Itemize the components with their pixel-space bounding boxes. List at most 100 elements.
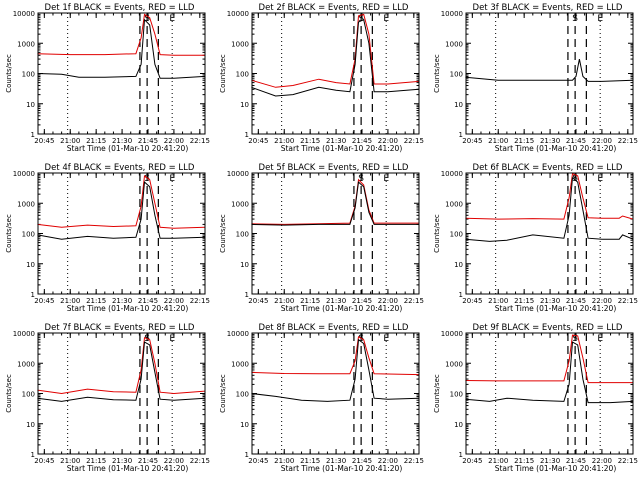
x-axis-label: Start Time (01-Mar-10 20:41:20) [67, 304, 189, 313]
panel-title: Det 2f BLACK = Events, RED = LLD [259, 3, 409, 13]
y-tick-label: 100 [450, 231, 463, 239]
events-series-line [465, 59, 634, 82]
y-tick-label: 1 [459, 291, 463, 299]
y-tick-label: 10 [240, 101, 249, 109]
y-tick-label: 10 [26, 421, 35, 429]
x-tick-label: 21:00 [488, 457, 508, 465]
x-axis-label: Start Time (01-Mar-10 20:41:20) [281, 144, 403, 153]
lld-series-line [465, 334, 633, 384]
panel-title: Det 1f BLACK = Events, RED = LLD [45, 3, 195, 13]
y-tick-label: 1 [245, 291, 249, 299]
time-marker-label: S [144, 14, 150, 24]
events-series-line [37, 341, 206, 402]
x-tick-label: 21:15 [86, 457, 106, 465]
x-tick-label: 21:45 [138, 457, 158, 465]
x-tick-label: 21:15 [86, 137, 106, 145]
y-tick-label: 100 [450, 391, 463, 399]
x-axis-label: Start Time (01-Mar-10 20:41:20) [495, 304, 617, 313]
time-marker-label: E [383, 174, 389, 184]
y-tick-label: 1 [459, 131, 463, 139]
x-tick-label: 21:45 [352, 297, 372, 305]
x-tick-label: 22:00 [592, 297, 612, 305]
y-tick-label: 1000 [445, 200, 463, 208]
events-series-line [251, 181, 419, 226]
y-tick-label: 10000 [441, 330, 463, 338]
x-tick-label: 21:45 [138, 137, 158, 145]
y-tick-label: 1 [245, 451, 249, 459]
detector-panel: Det 3f BLACK = Events, RED = LLD 1 10 100 10… [433, 3, 638, 153]
y-tick-label: 10000 [227, 170, 249, 178]
y-tick-label: 1 [245, 131, 249, 139]
x-tick-label: 22:00 [164, 137, 184, 145]
y-tick-label: 100 [236, 231, 249, 239]
x-tick-label: 22:00 [592, 137, 612, 145]
time-marker-label: E [169, 174, 175, 184]
y-tick-label: 1 [31, 291, 35, 299]
y-tick-label: 100 [22, 71, 35, 79]
time-marker-label: E [383, 334, 389, 344]
y-tick-label: 1 [459, 451, 463, 459]
x-axis-label: Start Time (01-Mar-10 20:41:20) [495, 144, 617, 153]
x-tick-label: 21:30 [112, 457, 132, 465]
y-tick-label: 100 [236, 391, 249, 399]
y-tick-label: 1000 [231, 40, 249, 48]
lld-series-line [251, 178, 419, 225]
x-tick-label: 22:00 [378, 137, 398, 145]
y-tick-label: 1000 [231, 360, 249, 368]
events-series-line [465, 341, 634, 404]
y-tick-label: 10000 [227, 10, 249, 18]
time-marker-label: S [572, 14, 578, 24]
x-tick-label: 21:30 [112, 137, 132, 145]
x-tick-label: 21:00 [274, 457, 294, 465]
x-tick-label: 21:30 [112, 297, 132, 305]
y-tick-label: 1000 [445, 40, 463, 48]
y-axis-label: Counts/sec [433, 54, 441, 93]
time-marker-label: E [597, 174, 603, 184]
x-tick-label: 22:15 [404, 137, 424, 145]
y-tick-label: 1 [31, 451, 35, 459]
x-tick-label: 22:15 [618, 457, 638, 465]
x-axis-label: Start Time (01-Mar-10 20:41:20) [67, 464, 189, 473]
y-axis-label: Counts/sec [219, 214, 227, 253]
x-tick-label: 21:15 [514, 137, 534, 145]
events-series-line [465, 176, 634, 242]
x-tick-label: 21:15 [300, 137, 320, 145]
y-tick-label: 10 [26, 101, 35, 109]
time-marker-label: S [358, 14, 364, 24]
y-tick-label: 1000 [445, 360, 463, 368]
y-tick-label: 10000 [13, 10, 35, 18]
plot-frame [37, 12, 206, 135]
panel-title: Det 5f BLACK = Events, RED = LLD [259, 163, 409, 173]
panel-title: Det 8f BLACK = Events, RED = LLD [259, 323, 409, 333]
y-tick-label: 100 [236, 71, 249, 79]
detector-panel: Det 2f BLACK = Events, RED = LLD 1 10 100 10… [219, 3, 424, 153]
y-tick-label: 10 [26, 261, 35, 269]
panel-title: Det 3f BLACK = Events, RED = LLD [473, 3, 623, 13]
x-tick-label: 21:00 [60, 297, 80, 305]
y-tick-label: 10000 [13, 170, 35, 178]
y-tick-label: 100 [22, 231, 35, 239]
time-marker-label: E [383, 14, 389, 24]
x-tick-label: 21:30 [326, 137, 346, 145]
plot-frame [465, 12, 634, 135]
x-tick-label: 22:00 [592, 457, 612, 465]
x-tick-label: 22:00 [378, 457, 398, 465]
x-axis-label: Start Time (01-Mar-10 20:41:20) [495, 464, 617, 473]
plot-frame [465, 332, 634, 455]
plot-frame [251, 12, 420, 135]
lld-series-line [465, 172, 634, 220]
x-tick-label: 22:15 [618, 137, 638, 145]
y-tick-label: 10 [240, 421, 249, 429]
y-tick-label: 10000 [441, 170, 463, 178]
x-tick-label: 21:15 [300, 457, 320, 465]
events-series-line [37, 181, 206, 240]
time-marker-label: E [597, 334, 603, 344]
x-tick-label: 20:45 [34, 457, 54, 465]
plot-frame [37, 332, 206, 455]
x-tick-label: 21:45 [566, 137, 586, 145]
plot-frame [465, 172, 634, 295]
x-tick-label: 21:00 [488, 297, 508, 305]
x-tick-label: 22:15 [404, 457, 424, 465]
x-tick-label: 20:45 [248, 457, 268, 465]
y-axis-label: Counts/sec [433, 374, 441, 413]
